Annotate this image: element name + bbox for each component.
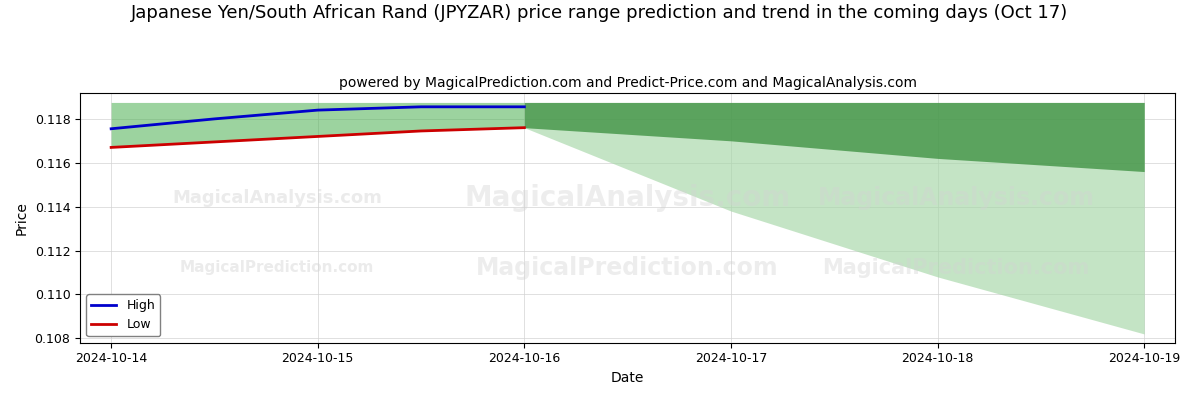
Text: MagicalAnalysis.com: MagicalAnalysis.com: [464, 184, 791, 212]
Legend: High, Low: High, Low: [86, 294, 160, 336]
Y-axis label: Price: Price: [14, 201, 29, 234]
Text: MagicalAnalysis.com: MagicalAnalysis.com: [817, 186, 1094, 210]
Title: powered by MagicalPrediction.com and Predict-Price.com and MagicalAnalysis.com: powered by MagicalPrediction.com and Pre…: [338, 76, 917, 90]
Text: Japanese Yen/South African Rand (JPYZAR) price range prediction and trend in the: Japanese Yen/South African Rand (JPYZAR)…: [131, 4, 1069, 22]
X-axis label: Date: Date: [611, 371, 644, 385]
Text: MagicalAnalysis.com: MagicalAnalysis.com: [173, 189, 382, 207]
Text: MagicalPrediction.com: MagicalPrediction.com: [180, 260, 374, 275]
Text: MagicalPrediction.com: MagicalPrediction.com: [476, 256, 779, 280]
Text: MagicalPrediction.com: MagicalPrediction.com: [822, 258, 1090, 278]
